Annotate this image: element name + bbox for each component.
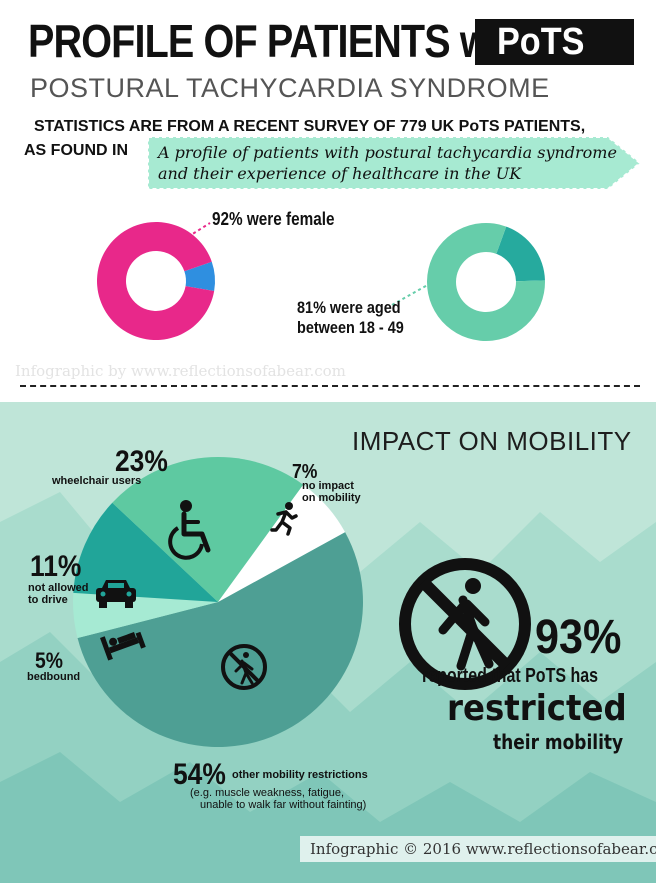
mobility-pie-chart — [73, 457, 531, 747]
female-stat-label: 92% were female — [212, 209, 335, 229]
mobility-slices — [73, 457, 364, 747]
age-slice-1 — [427, 222, 545, 341]
other-restrictions-pct: 54% — [173, 758, 226, 791]
mobility-slice-0 — [77, 532, 364, 747]
reference-title-line2: and their experience of healthcare in th… — [158, 164, 522, 183]
restricted-line1: reported that PoTS has — [422, 665, 599, 687]
mobility-slice-3 — [112, 457, 304, 602]
age-donut — [427, 222, 545, 341]
wheelchair-label: wheelchair users — [52, 475, 142, 487]
survey-source-lead: AS FOUND IN — [24, 142, 128, 159]
restricted-line3: their mobility — [493, 730, 624, 754]
no-impact-label-line1: no impact — [302, 480, 354, 492]
drive-label-line2: to drive — [28, 594, 68, 606]
credit-bottom: Infographic © 2016 www.reflectionsofabea… — [310, 840, 656, 858]
mobility-slice-2 — [73, 502, 218, 602]
restricted-mobility-icon — [399, 558, 531, 690]
other-restrictions-note-line1: (e.g. muscle weakness, fatigue, — [190, 787, 345, 799]
reference-title-line1: A profile of patients with postural tach… — [158, 143, 617, 162]
age-stat-label-line2: between 18 - 49 — [297, 318, 404, 337]
wheelchair-icon — [168, 500, 211, 560]
credit-watermark-top: Infographic by www.reflectionsofabear.co… — [15, 362, 346, 380]
page-title: PROFILE OF PATIENTS with — [28, 15, 536, 67]
no-walking-icon — [221, 644, 267, 690]
section-divider — [20, 385, 640, 387]
no-impact-pct: 7% — [292, 461, 318, 483]
survey-statement: STATISTICS ARE FROM A RECENT SURVEY OF 7… — [34, 118, 586, 135]
runner-icon — [270, 502, 298, 536]
restricted-pct: 93% — [535, 611, 622, 664]
credit-box — [300, 836, 656, 862]
other-restrictions-note-line2: unable to walk far without fainting) — [200, 799, 367, 811]
drive-pct: 11% — [30, 550, 82, 583]
mobility-title: IMPACT ON MOBILITY — [352, 426, 632, 456]
age-stat-label-line1: 81% were aged — [297, 298, 401, 317]
car-icon — [96, 580, 136, 608]
restricted-line2: restricted — [447, 688, 627, 729]
bedbound-pct: 5% — [35, 648, 63, 673]
subtitle: POSTURAL TACHYCARDIA SYNDROME — [30, 73, 550, 103]
drive-label-line1: not allowed — [28, 582, 89, 594]
donut-charts — [97, 222, 545, 341]
age-slice-0 — [496, 226, 545, 282]
female-donut — [97, 222, 215, 340]
bedbound-label: bedbound — [27, 671, 81, 683]
mobility-slice-4 — [218, 484, 346, 602]
mobility-slice-1 — [73, 592, 218, 639]
female-slice-1 — [97, 222, 215, 340]
other-restrictions-label: other mobility restrictions — [232, 769, 368, 781]
wheelchair-pct: 23% — [115, 445, 168, 478]
female-slice-0 — [184, 261, 215, 291]
no-impact-label-line2: on mobility — [302, 492, 361, 504]
female-leader-line — [182, 222, 211, 241]
bed-icon — [100, 631, 146, 661]
title-badge: PoTS — [497, 21, 585, 63]
title-badge-box — [475, 19, 634, 65]
reference-banner — [148, 137, 642, 189]
